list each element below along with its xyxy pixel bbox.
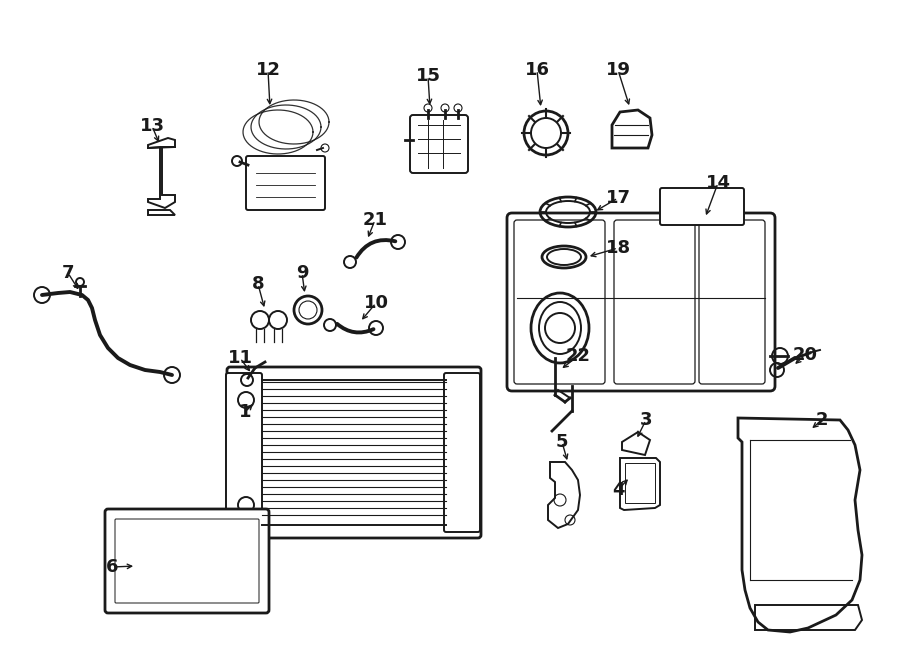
FancyBboxPatch shape [444, 373, 480, 532]
Text: 6: 6 [106, 558, 118, 576]
Text: 12: 12 [256, 61, 281, 79]
FancyBboxPatch shape [410, 115, 468, 173]
Text: 9: 9 [296, 264, 308, 282]
Text: 8: 8 [252, 275, 265, 293]
FancyBboxPatch shape [699, 220, 765, 384]
FancyBboxPatch shape [660, 188, 744, 225]
Text: 13: 13 [140, 117, 165, 135]
Text: 7: 7 [62, 264, 74, 282]
Text: 22: 22 [565, 347, 590, 365]
Text: 16: 16 [525, 61, 550, 79]
Text: 18: 18 [606, 239, 631, 257]
Text: 2: 2 [815, 411, 828, 429]
FancyBboxPatch shape [105, 509, 269, 613]
Text: 20: 20 [793, 346, 817, 364]
FancyBboxPatch shape [226, 373, 262, 532]
Text: 21: 21 [363, 211, 388, 229]
FancyBboxPatch shape [115, 519, 259, 603]
Bar [625, 463, 655, 503]
FancyBboxPatch shape [246, 156, 325, 210]
Text: 10: 10 [364, 294, 389, 312]
Text: 19: 19 [606, 61, 631, 79]
Text: 3: 3 [640, 411, 652, 429]
Text: 15: 15 [416, 67, 440, 85]
FancyBboxPatch shape [514, 220, 605, 384]
Text: 17: 17 [606, 189, 631, 207]
FancyBboxPatch shape [507, 213, 775, 391]
FancyBboxPatch shape [614, 220, 695, 384]
Text: 1: 1 [238, 403, 251, 421]
Text: 14: 14 [706, 174, 731, 192]
Text: 5: 5 [556, 433, 568, 451]
FancyBboxPatch shape [227, 367, 481, 538]
Text: 11: 11 [228, 349, 253, 367]
Text: 4: 4 [612, 481, 625, 499]
